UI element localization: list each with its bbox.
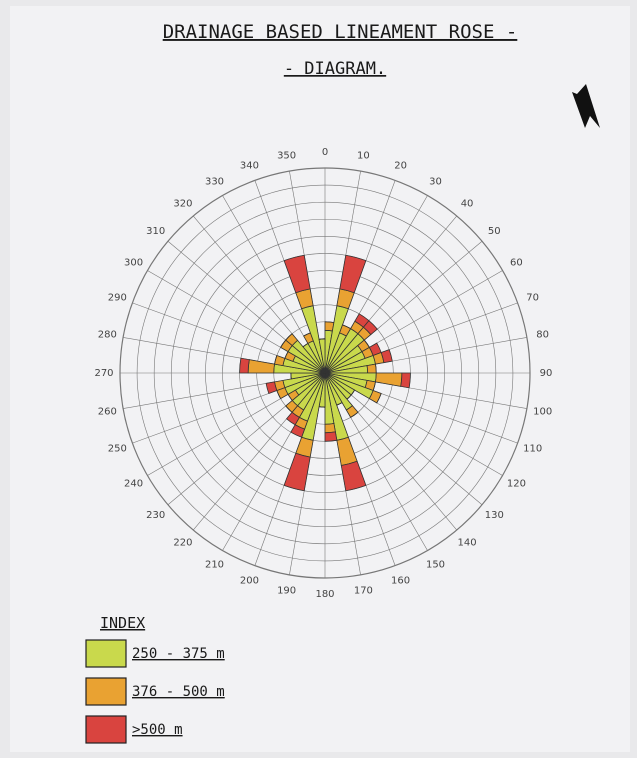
rose-segment (401, 373, 411, 388)
angle-label: 240 (124, 479, 143, 490)
chart-title: DRAINAGE BASED LINEAMENT ROSE - (163, 21, 518, 43)
angle-label: 80 (536, 330, 549, 341)
angle-label: 40 (461, 199, 474, 210)
angle-label: 50 (488, 226, 501, 237)
angle-label: 350 (277, 150, 296, 161)
angle-label: 60 (510, 258, 523, 269)
angle-label: 250 (108, 444, 127, 455)
angle-label: 180 (315, 589, 334, 600)
angle-label: 100 (533, 406, 552, 417)
angle-label: 340 (240, 160, 259, 171)
angle-label: 10 (357, 150, 370, 161)
angle-label: 260 (98, 406, 117, 417)
angle-label: 190 (277, 586, 296, 597)
rose-segment (325, 432, 337, 441)
legend-label: >500 m (132, 722, 183, 738)
angle-label: 290 (108, 292, 127, 303)
angle-label: 160 (391, 576, 410, 587)
angle-label: 30 (429, 177, 442, 188)
angle-label: 70 (526, 292, 539, 303)
legend-label: 376 - 500 m (132, 684, 225, 700)
angle-label: 270 (94, 368, 113, 379)
legend-swatch (86, 640, 126, 667)
angle-label: 140 (458, 537, 477, 548)
angle-label: 310 (146, 226, 165, 237)
angle-label: 150 (426, 559, 445, 570)
chart-subtitle: - DIAGRAM. (284, 59, 386, 79)
legend-title: INDEX (100, 614, 145, 632)
rose-segment (325, 423, 335, 432)
legend-swatch (86, 716, 126, 743)
angle-label: 90 (540, 368, 553, 379)
page: DRAINAGE BASED LINEAMENT ROSE - - DIAGRA… (0, 0, 637, 758)
angle-label: 130 (485, 510, 504, 521)
angle-label: 110 (523, 444, 542, 455)
angle-label: 170 (354, 586, 373, 597)
rose-segment (240, 358, 250, 373)
angle-label: 20 (394, 160, 407, 171)
angle-label: 320 (173, 199, 192, 210)
legend-label: 250 - 375 m (132, 646, 225, 662)
angle-label: 120 (507, 479, 526, 490)
angle-label: 200 (240, 576, 259, 587)
angle-label: 230 (146, 510, 165, 521)
rose-segment (367, 364, 376, 373)
legend-swatch (86, 678, 126, 705)
angle-label: 330 (205, 177, 224, 188)
angle-label: 300 (124, 258, 143, 269)
angle-label: 0 (322, 147, 328, 158)
angle-label: 280 (98, 330, 117, 341)
angle-label: 220 (173, 537, 192, 548)
angle-label: 210 (205, 559, 224, 570)
